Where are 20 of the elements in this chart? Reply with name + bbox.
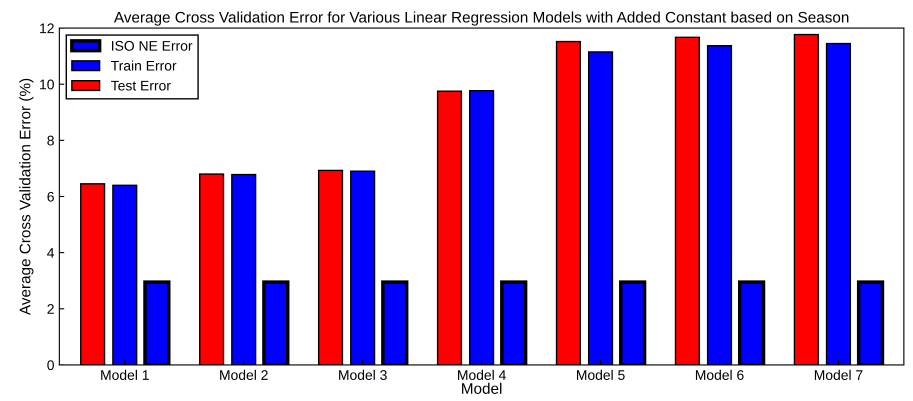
legend-label: Test Error xyxy=(111,80,171,91)
x-tick-label: Model 1 xyxy=(101,370,149,380)
y-tick-label: 0 xyxy=(47,360,54,370)
x-tick-label: Model 5 xyxy=(576,370,625,380)
x-tick-label: Model 3 xyxy=(339,370,387,380)
legend-label: ISO NE Error xyxy=(112,40,192,51)
x-tick-label: Model 4 xyxy=(458,370,506,380)
chart-title: Average Cross Validation Error for Various Linear Regression Models with Added Constant based on Season xyxy=(114,11,848,26)
y-tick-label: 8 xyxy=(47,136,54,146)
y-axis-title: Average Cross Validation Error (%) xyxy=(19,78,34,316)
y-tick-label: 12 xyxy=(40,23,54,34)
y-tick-label: 4 xyxy=(47,248,54,258)
y-tick-label: 10 xyxy=(40,80,54,90)
y-tick-label: 2 xyxy=(47,304,54,314)
legend-label: Train Error xyxy=(111,60,176,71)
x-tick-label: Model 2 xyxy=(220,370,268,380)
y-tick-label: 6 xyxy=(47,192,54,202)
x-axis-title: Model xyxy=(462,382,502,394)
x-tick-label: Model 6 xyxy=(696,370,744,380)
x-tick-label: Model 7 xyxy=(814,370,862,380)
